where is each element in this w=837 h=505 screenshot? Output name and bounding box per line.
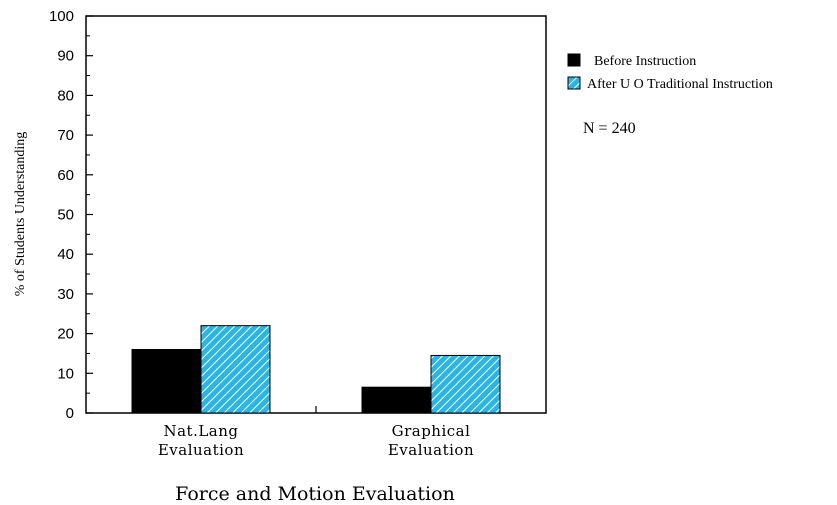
y-tick-label: 60 — [57, 167, 74, 184]
bar-after-graphical — [430, 354, 501, 414]
legend-swatch — [567, 53, 581, 67]
legend-swatch — [567, 76, 581, 90]
y-tick-label: 100 — [49, 8, 74, 25]
bars — [131, 325, 501, 414]
y-tick-label: 80 — [57, 87, 74, 104]
x-category-label: Evaluation — [388, 441, 474, 459]
y-tick-label: 20 — [57, 326, 74, 343]
legend-label: After U O Traditional Instruction — [587, 77, 773, 92]
x-category-label: Graphical — [392, 422, 471, 440]
y-tick-label: 90 — [57, 48, 74, 65]
y-tick-label: 10 — [57, 365, 74, 382]
x-category-label: Evaluation — [158, 441, 244, 459]
y-tick-label: 30 — [57, 286, 74, 303]
bar-before-graphical — [361, 386, 432, 414]
y-tick-label: 70 — [57, 127, 74, 144]
bar-before-natlang — [131, 348, 202, 414]
y-tick-label: 50 — [57, 207, 74, 224]
legend-label: Before Instruction — [594, 54, 696, 69]
y-tick-label: 40 — [57, 246, 74, 263]
sample-size-note: N = 240 — [583, 120, 636, 137]
bar-after-natlang — [200, 325, 271, 414]
x-category-label: Nat.Lang — [163, 422, 238, 440]
y-tick-label: 0 — [66, 405, 74, 422]
y-axis: 0 10 20 30 40 50 60 70 80 90 100 — [49, 8, 93, 422]
x-axis-title: Force and Motion Evaluation — [175, 483, 455, 505]
y-axis-title: % of Students Understanding — [13, 132, 28, 296]
legend: Before Instruction After U O Traditional … — [567, 53, 773, 92]
